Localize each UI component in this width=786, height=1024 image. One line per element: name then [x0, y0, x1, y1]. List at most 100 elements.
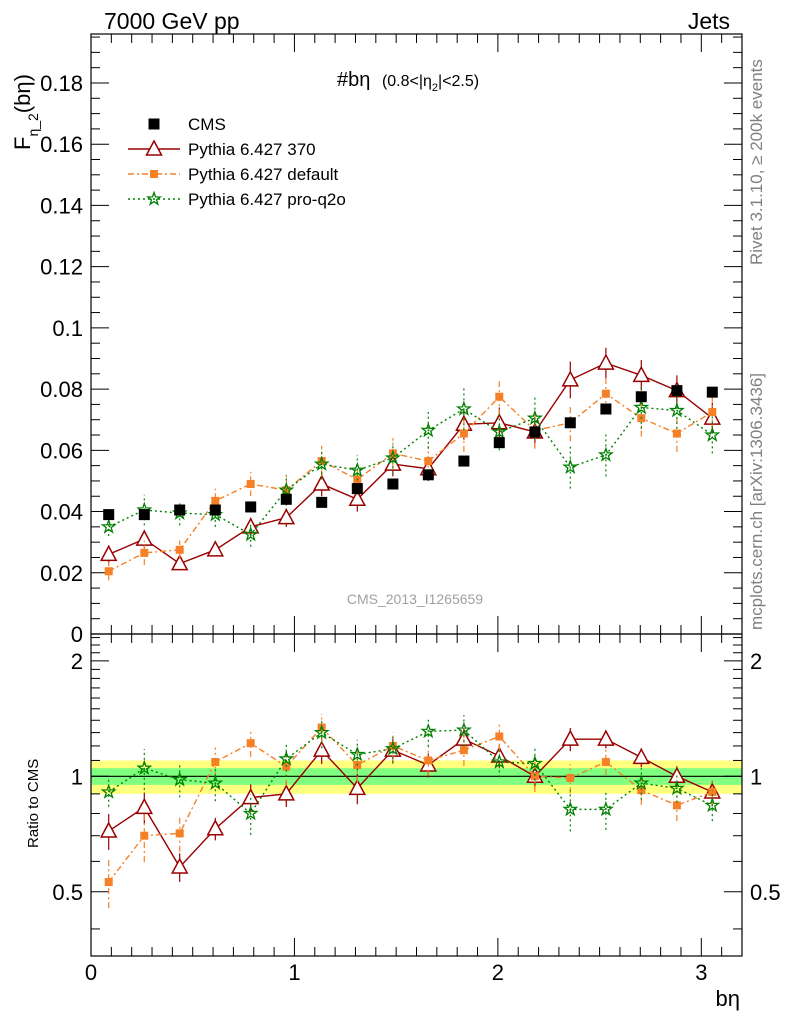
- legend-marker: [150, 170, 158, 178]
- data-point: [600, 403, 612, 415]
- title-sub: (0.8<|η: [382, 73, 432, 90]
- ratio-y-tick-label-right: 1: [750, 764, 762, 789]
- header-right: Jets: [688, 8, 730, 34]
- ratio-point: [313, 724, 330, 740]
- svg-text:Fη_2(bη): Fη_2(bη): [10, 74, 41, 150]
- ylabel-sub: η_2: [25, 113, 41, 137]
- series-0: [103, 385, 718, 521]
- ratio-point: [424, 756, 433, 765]
- ratio-point: [459, 746, 468, 755]
- ratio-point: [708, 788, 717, 797]
- data-point: [672, 429, 681, 438]
- ratio-point: [277, 784, 296, 801]
- header-left: 7000 GeV pp: [104, 8, 240, 34]
- ratio-y-tick-label: 2: [71, 649, 83, 674]
- data-point: [458, 455, 470, 467]
- legend-marker: [145, 139, 163, 156]
- y-tick-label: 0.1: [52, 316, 83, 341]
- data-point: [242, 526, 259, 542]
- data-point: [348, 489, 367, 507]
- top-panel-ticks: [90, 34, 743, 635]
- ratio-series-1: [104, 713, 717, 909]
- data-point: [174, 504, 186, 516]
- data-point: [564, 417, 576, 429]
- ratio-point: [530, 772, 539, 781]
- legend-marker: [148, 118, 160, 130]
- legend-label: Pythia 6.427 pro-q2o: [188, 190, 346, 209]
- data-point: [246, 480, 255, 488]
- ratio-point: [526, 755, 543, 771]
- ratio-point: [637, 786, 646, 795]
- data-point: [455, 400, 472, 416]
- data-point: [211, 496, 220, 505]
- data-point: [632, 365, 651, 383]
- data-point: [597, 446, 614, 462]
- series-1: [99, 347, 722, 571]
- data-point: [459, 429, 468, 438]
- y-tick-label: 0: [71, 622, 83, 647]
- legend: CMS Pythia 6.427 370 Pythia 6.427 default P…: [128, 115, 346, 209]
- title-sub-tail: |<2.5): [438, 73, 479, 90]
- x-tick-label: 2: [492, 960, 504, 985]
- ratio-point: [99, 821, 118, 838]
- ratio-point: [246, 739, 255, 748]
- series-2: [104, 375, 717, 581]
- ratio-point: [211, 757, 220, 766]
- ratio-panel-data: [99, 713, 722, 909]
- ratio-point: [632, 747, 651, 765]
- data-point: [206, 540, 225, 557]
- ratio-point: [561, 729, 580, 746]
- x-tick-label: 0: [85, 960, 97, 985]
- ratio-point: [242, 805, 259, 821]
- y-tick-label: 0.08: [40, 377, 83, 402]
- ratio-point: [104, 878, 113, 887]
- ratio-point: [349, 746, 366, 762]
- x-tick-label: 3: [695, 960, 707, 985]
- data-point: [278, 481, 295, 497]
- ratio-point: [312, 740, 331, 757]
- data-point: [316, 496, 328, 508]
- data-point: [104, 567, 113, 576]
- rivet-version: Rivet 3.1.10, ≥ 200k events: [747, 59, 766, 265]
- ratio-series-0: [99, 727, 722, 882]
- ratio-point: [175, 829, 184, 838]
- ratio-point: [597, 800, 614, 817]
- uncertainty-band: [91, 760, 742, 794]
- legend-item: Pythia 6.427 default: [128, 165, 339, 184]
- legend-item: CMS: [148, 115, 226, 134]
- data-point: [349, 461, 366, 478]
- legend-label: Pythia 6.427 370: [188, 140, 316, 159]
- data-point: [317, 457, 326, 466]
- data-point: [526, 409, 543, 426]
- data-point: [562, 458, 579, 475]
- data-point: [351, 483, 363, 495]
- data-point: [529, 426, 541, 438]
- data-point: [313, 455, 330, 471]
- data-point: [491, 423, 508, 439]
- ratio-series-2: [100, 715, 721, 835]
- ratio-point: [562, 800, 579, 817]
- data-point: [280, 493, 292, 505]
- data-point: [495, 392, 504, 401]
- legend-item: Pythia 6.427 370: [128, 139, 316, 159]
- legend-marker: [145, 190, 163, 206]
- ratio-point: [206, 819, 225, 836]
- ratio-y-tick-label-right: 0.5: [750, 880, 781, 905]
- ratio-point: [601, 757, 610, 766]
- ratio-point: [420, 722, 437, 739]
- data-point: [561, 370, 580, 387]
- data-point: [99, 544, 118, 562]
- ratio-point: [100, 783, 117, 799]
- ratio-point: [704, 796, 721, 813]
- ratio-line: [108, 738, 713, 869]
- ratio-point: [136, 759, 153, 776]
- data-point: [140, 548, 149, 557]
- legend-label: Pythia 6.427 default: [188, 165, 339, 184]
- ratio-point: [207, 774, 224, 790]
- data-point: [135, 529, 154, 546]
- data-point: [493, 437, 505, 449]
- ratio-y-tick-label-right: 2: [750, 649, 762, 674]
- series-line: [108, 406, 713, 536]
- data-point: [387, 478, 399, 490]
- ratio-point: [171, 771, 188, 787]
